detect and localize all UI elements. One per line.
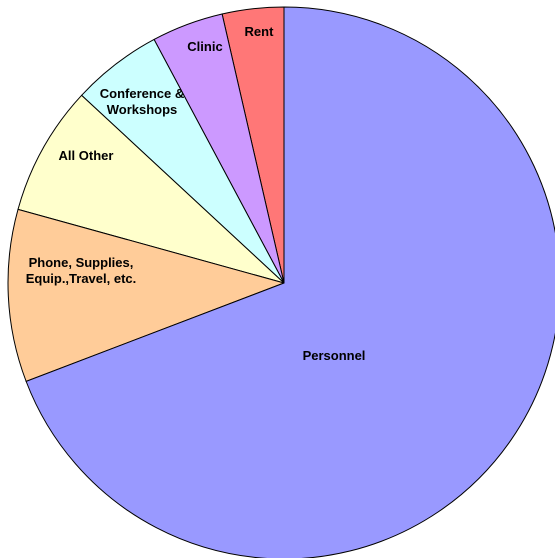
slice-label-line: Rent [245, 24, 275, 39]
pie-slice-all-other [17, 94, 285, 284]
slice-label-conference-workshops: Conference & Workshops [100, 86, 185, 117]
pie-slice-personnel [25, 6, 555, 558]
slice-label-personnel: Personnel [303, 348, 366, 363]
slice-label-line: Workshops [107, 102, 178, 117]
slice-label-line: Conference & [100, 86, 185, 101]
slice-label-all-other: All Other [59, 148, 114, 163]
slice-label-rent: Rent [245, 24, 275, 39]
pie-slice-phone-supplies [7, 208, 286, 383]
slice-label-clinic: Clinic [187, 39, 222, 54]
slice-label-phone-supplies: Phone, Supplies, Equip.,Travel, etc. [26, 255, 137, 286]
slice-label-line: Phone, Supplies, [29, 255, 134, 270]
slice-label-line: Equip.,Travel, etc. [26, 271, 137, 286]
slice-label-line: Clinic [187, 39, 222, 54]
slice-label-line: All Other [59, 148, 114, 163]
slice-label-line: Personnel [303, 348, 366, 363]
